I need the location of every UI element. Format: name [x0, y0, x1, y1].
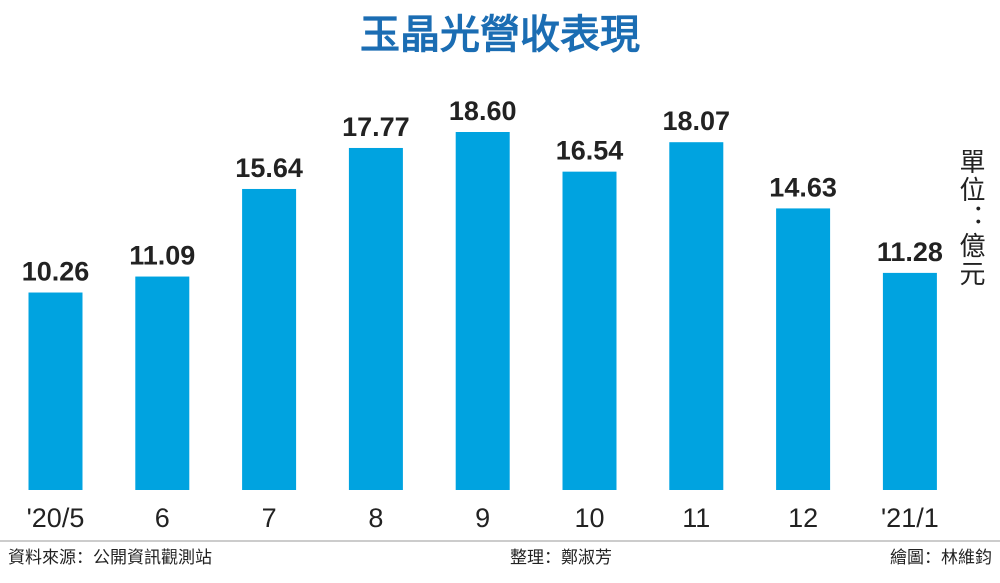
bar — [348, 147, 403, 490]
unit-label: 單位：億元 — [955, 148, 985, 288]
x-tick-label: 8 — [368, 503, 383, 533]
x-tick-label: '21/1 — [881, 503, 939, 533]
value-label: 16.54 — [556, 136, 624, 166]
x-tick-label: 7 — [262, 503, 277, 533]
value-label: 18.07 — [663, 106, 731, 136]
source-note: 資料來源：公開資訊觀測站 — [8, 548, 212, 568]
bar — [455, 132, 510, 490]
bar — [135, 276, 190, 490]
x-tick-label: 11 — [682, 503, 710, 533]
x-tick-label: 10 — [574, 503, 604, 533]
chart-title: 玉晶光營收表現 — [360, 12, 640, 58]
value-label: 11.09 — [129, 241, 195, 271]
x-tick-label: 12 — [788, 503, 818, 533]
illustrator-note: 繪圖：林維鈞 — [890, 548, 992, 568]
bar — [562, 171, 617, 490]
editor-note: 整理：鄭淑芳 — [510, 548, 612, 568]
value-label: 15.64 — [235, 153, 303, 183]
bar — [242, 188, 297, 490]
bar — [669, 142, 724, 490]
bar — [28, 292, 83, 490]
x-tick-label: '20/5 — [27, 503, 85, 533]
x-tick-label: 9 — [475, 503, 490, 533]
bar — [776, 208, 831, 490]
value-label: 10.26 — [22, 257, 90, 287]
value-label: 17.77 — [342, 112, 410, 142]
bar — [882, 272, 937, 490]
value-label: 14.63 — [769, 172, 837, 202]
value-label: 18.60 — [449, 96, 517, 126]
x-tick-label: 6 — [155, 503, 170, 533]
value-label: 11.28 — [877, 237, 943, 267]
